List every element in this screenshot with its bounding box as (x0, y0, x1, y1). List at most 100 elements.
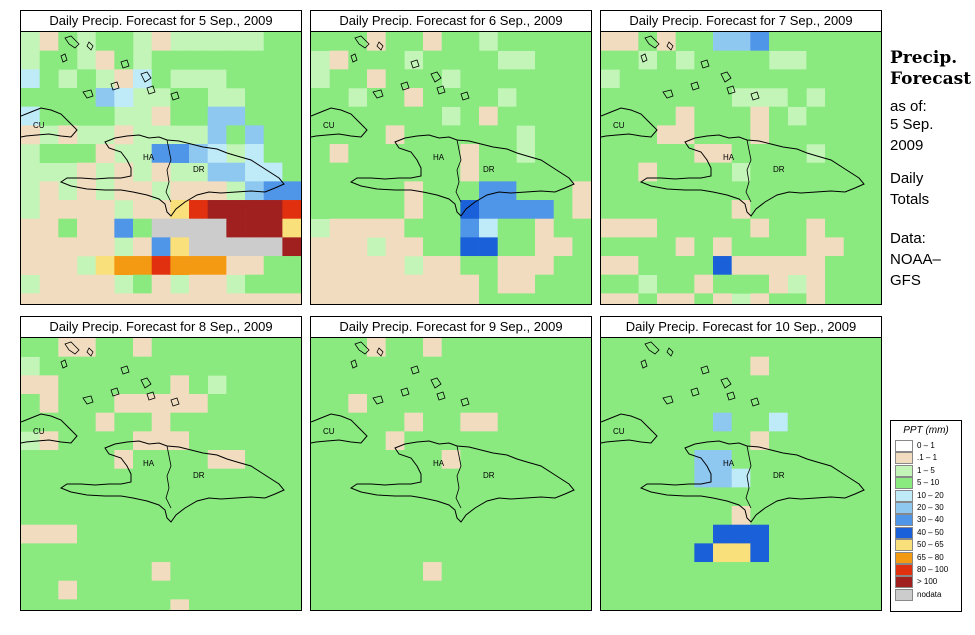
grid-cell (731, 562, 751, 582)
grid-cell (657, 356, 676, 376)
country-label: HA (433, 153, 445, 162)
grid-cell (806, 162, 826, 182)
grid-cell (207, 50, 227, 70)
grid-cell (694, 599, 714, 610)
grid-cell (329, 562, 349, 582)
grid-cell (460, 487, 480, 507)
grid-cell (189, 218, 208, 238)
grid-cell (731, 468, 751, 488)
grid-cell (282, 274, 301, 294)
grid-cell (385, 69, 405, 89)
grid-cell (226, 412, 246, 432)
grid-cell (21, 562, 40, 582)
grid-cell (553, 394, 573, 413)
grid-cell (263, 562, 283, 582)
grid-cell (497, 218, 517, 238)
grid-cell (441, 375, 461, 395)
grid-cell (263, 69, 283, 89)
panel-title: Daily Precip. Forecast for 5 Sep., 2009 (21, 11, 301, 32)
grid-cell (311, 506, 330, 525)
legend-label: 20 – 30 (917, 502, 944, 512)
island-coastline (640, 359, 648, 369)
precip-map: CU HA DR (601, 338, 881, 610)
grid-cell (657, 32, 676, 51)
grid-cell (862, 524, 881, 544)
grid-cell (601, 450, 620, 469)
grid-cell (825, 106, 845, 126)
island-coastline (644, 341, 660, 355)
grid-cell (311, 431, 330, 451)
grid-cell (460, 237, 480, 257)
precip-map: CU HA DR (311, 338, 591, 610)
grid-cell (862, 394, 881, 413)
grid-cell (862, 562, 881, 582)
grid-cell (516, 599, 536, 610)
grid-cell (694, 50, 714, 70)
grid-cell (460, 506, 480, 525)
grid-cell (404, 375, 424, 395)
grid-cell (39, 524, 59, 544)
grid-cell (114, 562, 134, 582)
grid-cell (151, 69, 171, 89)
grid-cell (553, 524, 573, 544)
grid-cell (497, 338, 517, 357)
grid-cell (263, 293, 283, 304)
grid-cell (535, 356, 555, 376)
legend-label: > 100 (917, 577, 938, 587)
grid-cell (282, 50, 301, 70)
grid-cell (311, 580, 330, 600)
grid-cell (245, 200, 265, 219)
grid-cell (825, 394, 845, 413)
grid-cell (825, 524, 845, 544)
grid-cell (39, 431, 59, 451)
grid-cell (367, 181, 386, 201)
grid-cell (825, 256, 845, 276)
grid-cell (385, 88, 405, 107)
grid-cell (806, 218, 826, 238)
grid-cell (226, 218, 246, 238)
legend-swatch (895, 551, 913, 564)
grid-cell (657, 562, 676, 582)
grid-cell (535, 50, 555, 70)
legend-label: 1 – 5 (917, 465, 935, 475)
grid-cell (77, 162, 96, 182)
grid-cell (497, 394, 517, 413)
grid-cell (367, 468, 386, 488)
grid-cell (329, 181, 349, 201)
grid-cell (311, 524, 330, 544)
grid-cell (385, 338, 405, 357)
island-coastline (146, 85, 156, 95)
grid-cell (638, 88, 658, 107)
grid-cell (750, 50, 770, 70)
grid-cell (133, 524, 152, 544)
grid-cell (329, 144, 349, 163)
grid-cell (423, 468, 442, 488)
haiti-dr-border (165, 139, 172, 203)
grid-cell (189, 274, 208, 294)
grid-cell (535, 431, 555, 451)
hispaniola-coastline (639, 440, 865, 523)
grid-cell (311, 162, 330, 182)
grid-cell (348, 338, 368, 357)
grid-cell (553, 256, 573, 276)
grid-cell (39, 274, 59, 294)
hispaniola-coastline (349, 440, 575, 523)
grid-cell (787, 293, 807, 304)
grid-cell (263, 524, 283, 544)
grid-cell (638, 69, 658, 89)
grid-cell (553, 237, 573, 257)
grid-cell (151, 394, 171, 413)
grid-cell (21, 256, 40, 276)
grid-cell (572, 162, 591, 182)
grid-cell (404, 237, 424, 257)
grid-cell (843, 237, 863, 257)
country-label: HA (143, 459, 155, 468)
grid-cell (329, 543, 349, 563)
grid-cell (348, 256, 368, 276)
grid-cell (95, 543, 115, 563)
grid-cell (731, 200, 751, 219)
grid-cell (619, 50, 639, 70)
island-coastline (436, 85, 446, 95)
grid-cell (553, 338, 573, 357)
grid-cell (535, 88, 555, 107)
